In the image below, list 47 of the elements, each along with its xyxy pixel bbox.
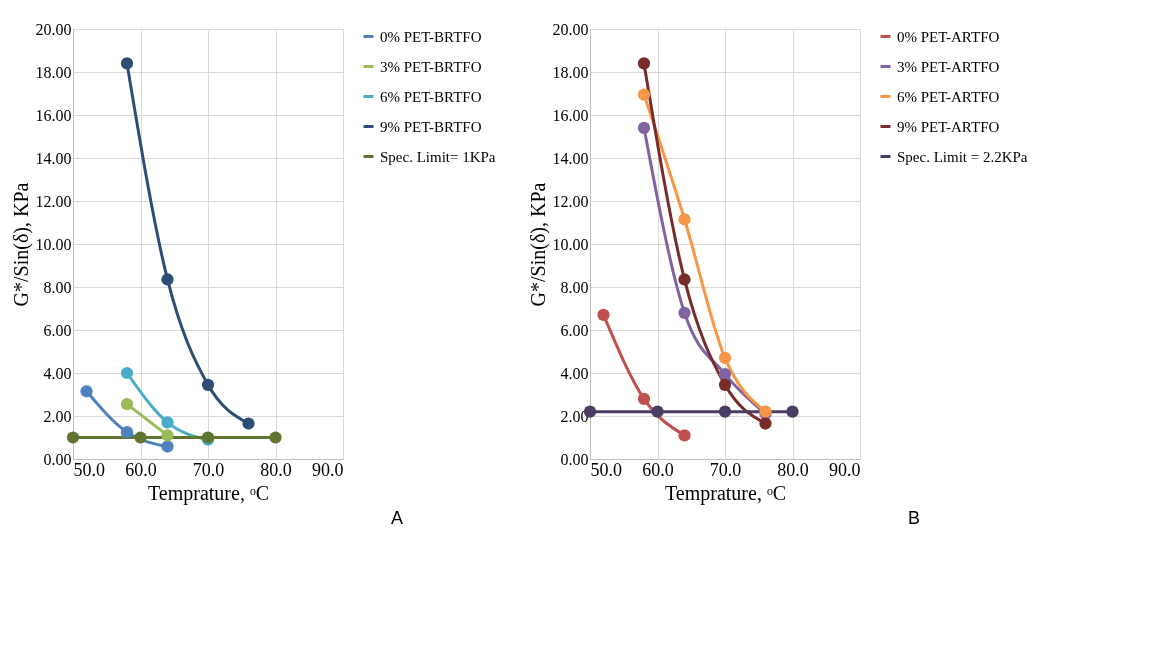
x-tick-label: 90.0 [312,459,344,480]
legend-label: 0% PET-BRTFO [380,28,482,45]
x-tick-label: 60.0 [642,459,674,480]
y-tick-label: 20.00 [35,20,72,38]
legend-label: Spec. Limit= 1KPa [380,148,496,165]
y-tick-label: 14.00 [35,149,72,167]
x-tick-label: 50.0 [73,459,105,480]
text: B [907,508,920,528]
y-tick-label: 0.00 [43,450,72,468]
legend-label: 9% PET-BRTFO [380,118,482,135]
x-tick-label: 70.0 [192,459,225,480]
legend-label: 6% PET-BRTFO [380,88,482,105]
x-axis-title: Temprature, ᵒC [148,481,269,505]
x-tick-label: 60.0 [125,459,157,480]
y-tick-label: 18.00 [552,63,589,81]
y-tick-label: 2.00 [43,407,72,425]
legend-label: 0% PET-ARTFO [897,28,1000,45]
legend-label: 9% PET-ARTFO [897,118,1000,135]
y-tick-label: 16.00 [35,106,72,124]
y-tick-label: 18.00 [35,63,72,81]
y-tick-label: 4.00 [560,364,589,382]
y-tick-label: 12.00 [552,192,589,210]
y-tick-label: 4.00 [43,364,72,382]
x-tick-label: 80.0 [777,459,809,480]
y-tick-label: 8.00 [560,278,589,296]
x-tick-label: 70.0 [709,459,742,480]
y-tick-label: 0.00 [560,450,589,468]
legend-label: 6% PET-ARTFO [897,88,1000,105]
y-tick-label: 14.00 [552,149,589,167]
text: A [390,508,403,528]
y-tick-label: 6.00 [560,321,589,339]
y-tick-label: 12.00 [35,192,72,210]
y-axis-title: G*/Sin(δ), KPa [526,182,550,307]
y-tick-label: 8.00 [43,278,72,296]
y-tick-label: 10.00 [35,235,72,253]
x-tick-label: 90.0 [829,459,861,480]
y-tick-label: 16.00 [552,106,589,124]
y-tick-label: 10.00 [552,235,589,253]
x-tick-label: 80.0 [260,459,292,480]
y-tick-label: 20.00 [552,20,589,38]
x-tick-label: 50.0 [590,459,622,480]
legend-label: 3% PET-ARTFO [897,58,1000,75]
legend-label: 3% PET-BRTFO [380,58,482,75]
y-tick-label: 6.00 [43,321,72,339]
legend-label: Spec. Limit = 2.2KPa [897,148,1028,165]
x-axis-title: Temprature, ᵒC [665,481,786,505]
y-axis-title: G*/Sin(δ), KPa [9,182,33,307]
